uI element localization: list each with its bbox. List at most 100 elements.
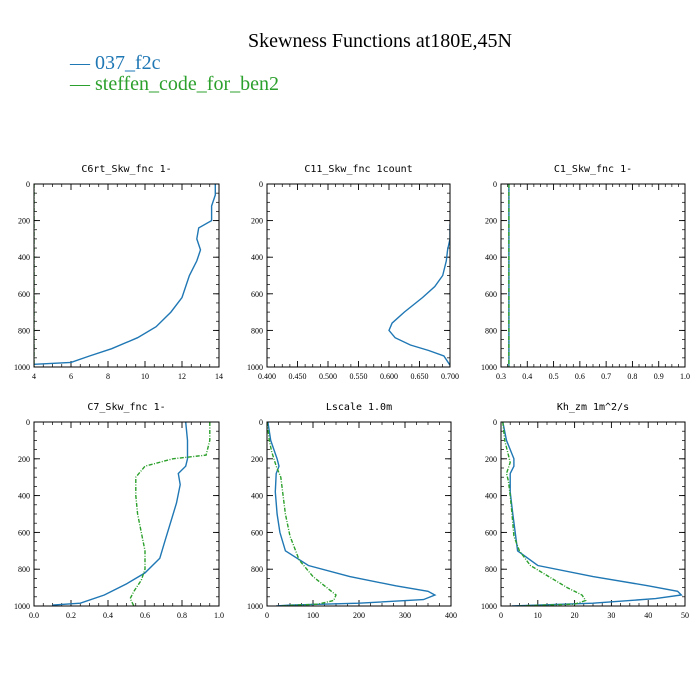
legend-item-037-f2c: — 037_f2c xyxy=(70,52,161,75)
y-tick-label: 200 xyxy=(485,455,497,464)
legend-label: 037_f2c xyxy=(95,52,161,74)
x-tick-label: 8 xyxy=(106,372,110,381)
x-tick-label: 0.6 xyxy=(140,611,150,620)
chart-panel-2: C11_Skw_fnc 1count 0 200 400 600 800 10000.400… xyxy=(247,164,459,381)
y-tick-label: 800 xyxy=(18,326,30,335)
x-tick-label: 1.0 xyxy=(214,611,224,620)
y-tick-label: 1000 xyxy=(481,602,497,611)
plot-frame xyxy=(266,183,451,368)
panel-title: Lscale 1.0m xyxy=(326,402,392,413)
panel-title: C7_Skw_fnc 1- xyxy=(87,402,165,413)
y-tick-label: 1000 xyxy=(247,363,263,372)
y-tick-label: 400 xyxy=(251,492,263,501)
y-tick-label: 600 xyxy=(18,290,30,299)
x-tick-label: 400 xyxy=(445,611,457,620)
x-tick-label: 0.2 xyxy=(66,611,76,620)
x-tick-label: 10 xyxy=(141,372,149,381)
x-tick-label: 0 xyxy=(499,611,503,620)
x-tick-label: 4 xyxy=(32,372,36,381)
legend-dash-icon: — xyxy=(70,73,95,95)
plot-frame xyxy=(500,183,686,368)
x-tick-label: 1.0 xyxy=(680,372,690,381)
x-tick-label: 0.0 xyxy=(29,611,39,620)
panel-title: Kh_zm 1m^2/s xyxy=(557,402,629,413)
y-tick-label: 400 xyxy=(18,492,30,501)
x-tick-label: 0.8 xyxy=(177,611,187,620)
x-tick-label: 0.650 xyxy=(411,372,429,381)
series-line xyxy=(267,422,337,606)
x-tick-label: 0.600 xyxy=(380,372,398,381)
x-tick-label: 30 xyxy=(607,611,615,620)
series-line xyxy=(129,422,211,606)
y-tick-label: 600 xyxy=(485,290,497,299)
x-tick-label: 0.500 xyxy=(319,372,337,381)
y-tick-label: 400 xyxy=(485,253,497,262)
panel-title: C11_Skw_fnc 1count xyxy=(304,164,412,175)
y-tick-label: 600 xyxy=(251,290,263,299)
x-tick-label: 0.400 xyxy=(258,372,276,381)
legend-dash-icon: — xyxy=(70,52,95,74)
y-tick-label: 400 xyxy=(251,253,263,262)
y-tick-label: 0 xyxy=(26,418,30,427)
y-tick-label: 0 xyxy=(26,180,30,189)
y-tick-label: 400 xyxy=(485,492,497,501)
panel-title: C1_Skw_fnc 1- xyxy=(554,164,632,175)
plot-frame xyxy=(33,421,220,607)
x-tick-label: 0.7 xyxy=(601,372,611,381)
series-line xyxy=(388,224,450,366)
x-tick-label: 50 xyxy=(681,611,689,620)
series-line xyxy=(52,422,189,606)
x-tick-label: 0.4 xyxy=(522,372,532,381)
y-tick-label: 600 xyxy=(485,528,497,537)
x-tick-label: 0.450 xyxy=(289,372,307,381)
legend-label: steffen_code_for_ben2 xyxy=(95,73,280,95)
y-tick-label: 0 xyxy=(493,180,497,189)
x-tick-label: 10 xyxy=(534,611,542,620)
y-tick-label: 0 xyxy=(493,418,497,427)
x-tick-label: 0.3 xyxy=(496,372,506,381)
series-line xyxy=(267,422,437,606)
series-line xyxy=(502,422,683,606)
x-tick-label: 20 xyxy=(571,611,579,620)
y-tick-label: 800 xyxy=(251,565,263,574)
y-tick-label: 200 xyxy=(251,217,263,226)
x-tick-label: 14 xyxy=(215,372,223,381)
y-tick-label: 800 xyxy=(251,326,263,335)
y-tick-label: 800 xyxy=(485,565,497,574)
x-tick-label: 6 xyxy=(69,372,73,381)
x-tick-label: 0 xyxy=(265,611,269,620)
x-tick-label: 0.9 xyxy=(654,372,664,381)
x-tick-label: 40 xyxy=(644,611,652,620)
x-tick-label: 0.4 xyxy=(103,611,113,620)
x-tick-label: 100 xyxy=(307,611,319,620)
x-tick-label: 0.550 xyxy=(350,372,368,381)
x-tick-label: 12 xyxy=(178,372,186,381)
x-tick-label: 200 xyxy=(353,611,365,620)
plot-frame xyxy=(266,421,452,607)
x-tick-label: 0.5 xyxy=(549,372,559,381)
x-tick-label: 0.8 xyxy=(627,372,637,381)
x-tick-label: 0.6 xyxy=(575,372,585,381)
y-tick-label: 200 xyxy=(18,455,30,464)
y-tick-label: 200 xyxy=(485,217,497,226)
y-tick-label: 800 xyxy=(18,565,30,574)
y-tick-label: 1000 xyxy=(247,602,263,611)
plot-frame xyxy=(33,183,220,368)
y-tick-label: 600 xyxy=(18,528,30,537)
y-tick-label: 1000 xyxy=(481,363,497,372)
y-tick-label: 200 xyxy=(18,217,30,226)
x-tick-label: 300 xyxy=(399,611,411,620)
y-tick-label: 400 xyxy=(18,253,30,262)
panel-title: C6rt_Skw_fnc 1- xyxy=(81,164,171,175)
x-tick-label: 0.700 xyxy=(441,372,459,381)
y-tick-label: 600 xyxy=(251,528,263,537)
y-tick-label: 0 xyxy=(259,418,263,427)
series-line xyxy=(502,422,587,606)
